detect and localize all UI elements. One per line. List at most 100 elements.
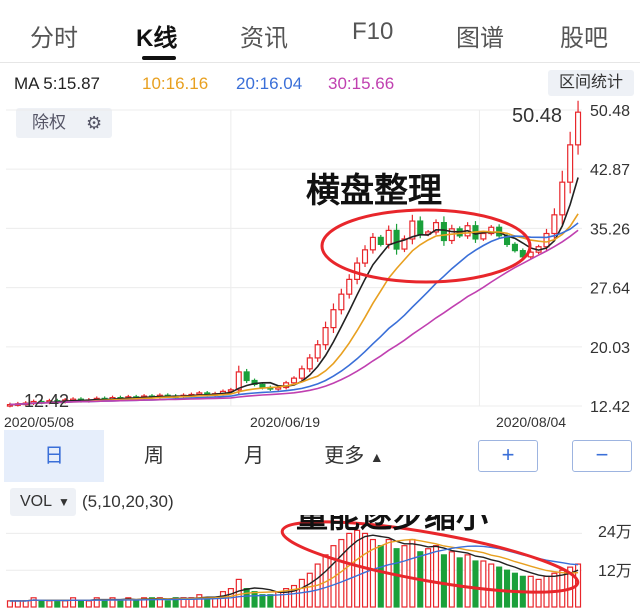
triangle-down-icon: ▼ xyxy=(58,495,70,509)
candle xyxy=(488,226,495,235)
volume-bar xyxy=(432,545,440,608)
ma10-label: 10:16.16 xyxy=(142,74,209,93)
volume-bar xyxy=(267,594,274,608)
ma5-label: MA 5:15.87 xyxy=(14,74,101,93)
price-tick: 27.64 xyxy=(590,281,630,298)
price-tick: 50.48 xyxy=(590,103,630,120)
date-label-1: 2020/05/08 xyxy=(4,414,74,430)
candle xyxy=(322,327,329,346)
tab-graph[interactable]: 图谱 xyxy=(456,25,504,52)
ma30-label: 30:15.66 xyxy=(328,74,395,93)
volume-ellipse xyxy=(280,520,580,594)
volume-bar xyxy=(290,584,298,608)
period-tab-more-label: 更多 xyxy=(324,445,365,467)
volume-bar xyxy=(275,591,282,608)
candle xyxy=(432,222,440,233)
tab-f10[interactable]: F10 xyxy=(352,18,394,45)
candle xyxy=(330,309,337,329)
candle xyxy=(385,229,392,245)
volume-bar xyxy=(425,548,432,608)
candle xyxy=(369,236,376,251)
ma30-line xyxy=(9,229,579,406)
volume-bar xyxy=(440,554,447,608)
volume-bar xyxy=(306,572,313,608)
volume-bar xyxy=(369,538,376,608)
volume-bar xyxy=(361,532,369,608)
tab-kline[interactable]: K线 xyxy=(136,25,178,52)
volume-bar xyxy=(235,578,242,608)
vol-ma20-line xyxy=(9,545,579,602)
candle xyxy=(575,111,582,146)
price-tick: 20.03 xyxy=(590,340,630,357)
active-tab-indicator xyxy=(142,56,176,60)
zoom-out-button[interactable]: − xyxy=(572,440,632,472)
candle xyxy=(543,232,550,248)
adjust-button[interactable]: 除权 ⚙ xyxy=(16,108,112,138)
period-tab-day[interactable]: 日 xyxy=(4,430,104,482)
adjust-label: 除权 xyxy=(32,113,66,132)
candle xyxy=(377,236,384,245)
top-tab-bar: 分时 K线 资讯 F10 图谱 股吧 xyxy=(0,0,640,63)
volume-bar xyxy=(259,594,266,608)
volume-bar xyxy=(141,597,148,608)
consolidation-annotation: 横盘整理 xyxy=(306,172,442,210)
volume-bar xyxy=(219,591,227,608)
period-tab-bar: 日 周 月 更多 ▲ + − xyxy=(0,430,640,482)
volume-bar xyxy=(38,600,45,608)
candle xyxy=(306,357,313,370)
candle xyxy=(417,220,424,235)
candle xyxy=(235,371,242,391)
ma5-line xyxy=(9,177,579,406)
volume-bar xyxy=(62,600,69,608)
price-tick: 12.42 xyxy=(590,399,630,416)
period-tab-more[interactable]: 更多 ▲ xyxy=(304,430,404,482)
period-tab-month[interactable]: 月 xyxy=(244,445,264,467)
volume-bar xyxy=(101,600,108,608)
volume-bar xyxy=(243,587,250,608)
zoom-in-button[interactable]: + xyxy=(478,440,538,472)
volume-bar xyxy=(46,600,53,608)
candle xyxy=(440,222,447,242)
volume-bar xyxy=(196,594,203,608)
vol-params: (5,10,20,30) xyxy=(82,492,174,511)
tab-news[interactable]: 资讯 xyxy=(240,25,288,52)
volume-bar xyxy=(133,600,140,608)
tab-fenshi[interactable]: 分时 xyxy=(30,25,78,52)
volume-bar xyxy=(117,600,124,608)
candle xyxy=(290,377,298,384)
volume-bar xyxy=(503,569,511,608)
period-tab-week[interactable]: 周 xyxy=(144,445,164,467)
volume-bar xyxy=(480,560,487,608)
tab-forum[interactable]: 股吧 xyxy=(560,25,608,52)
vol-tick-12: 12万 xyxy=(598,563,632,580)
ma-legend: MA 5:15.87 10:16.16 20:16.04 30:15.66 区间… xyxy=(0,66,640,100)
candle xyxy=(314,344,321,359)
volume-bar xyxy=(354,529,361,608)
price-tick: 42.87 xyxy=(590,162,630,179)
low-price-label: 12.42 xyxy=(24,391,69,411)
volume-bar xyxy=(22,600,29,608)
vol-label: VOL xyxy=(20,493,53,510)
gear-icon: ⚙ xyxy=(86,113,103,133)
price-chart[interactable]: 50.48 42.87 35.26 27.64 20.03 12.42 50.48 12.… xyxy=(0,100,640,430)
candle xyxy=(409,220,416,240)
candle xyxy=(559,181,566,216)
volume-bar xyxy=(93,597,100,608)
interval-stats-button[interactable]: 区间统计 xyxy=(548,70,634,96)
date-label-2: 2020/06/19 xyxy=(250,414,320,430)
volume-bar xyxy=(109,597,116,608)
date-label-3: 2020/08/04 xyxy=(496,414,566,430)
volume-bar xyxy=(85,600,92,608)
candle xyxy=(259,383,266,389)
volume-bar xyxy=(496,566,503,608)
volume-bar xyxy=(77,600,85,608)
vol-indicator-button[interactable]: VOL ▼ xyxy=(10,488,76,516)
volume-annotation: 量能逐步缩小 xyxy=(296,515,488,534)
candle xyxy=(346,278,353,295)
volume-bar xyxy=(251,591,258,608)
candle xyxy=(551,214,558,235)
candle xyxy=(401,238,408,250)
volume-chart[interactable]: 量能逐步缩小 24万 12万 xyxy=(0,515,640,610)
ma20-label: 20:16.04 xyxy=(236,74,303,93)
candle xyxy=(567,144,574,183)
